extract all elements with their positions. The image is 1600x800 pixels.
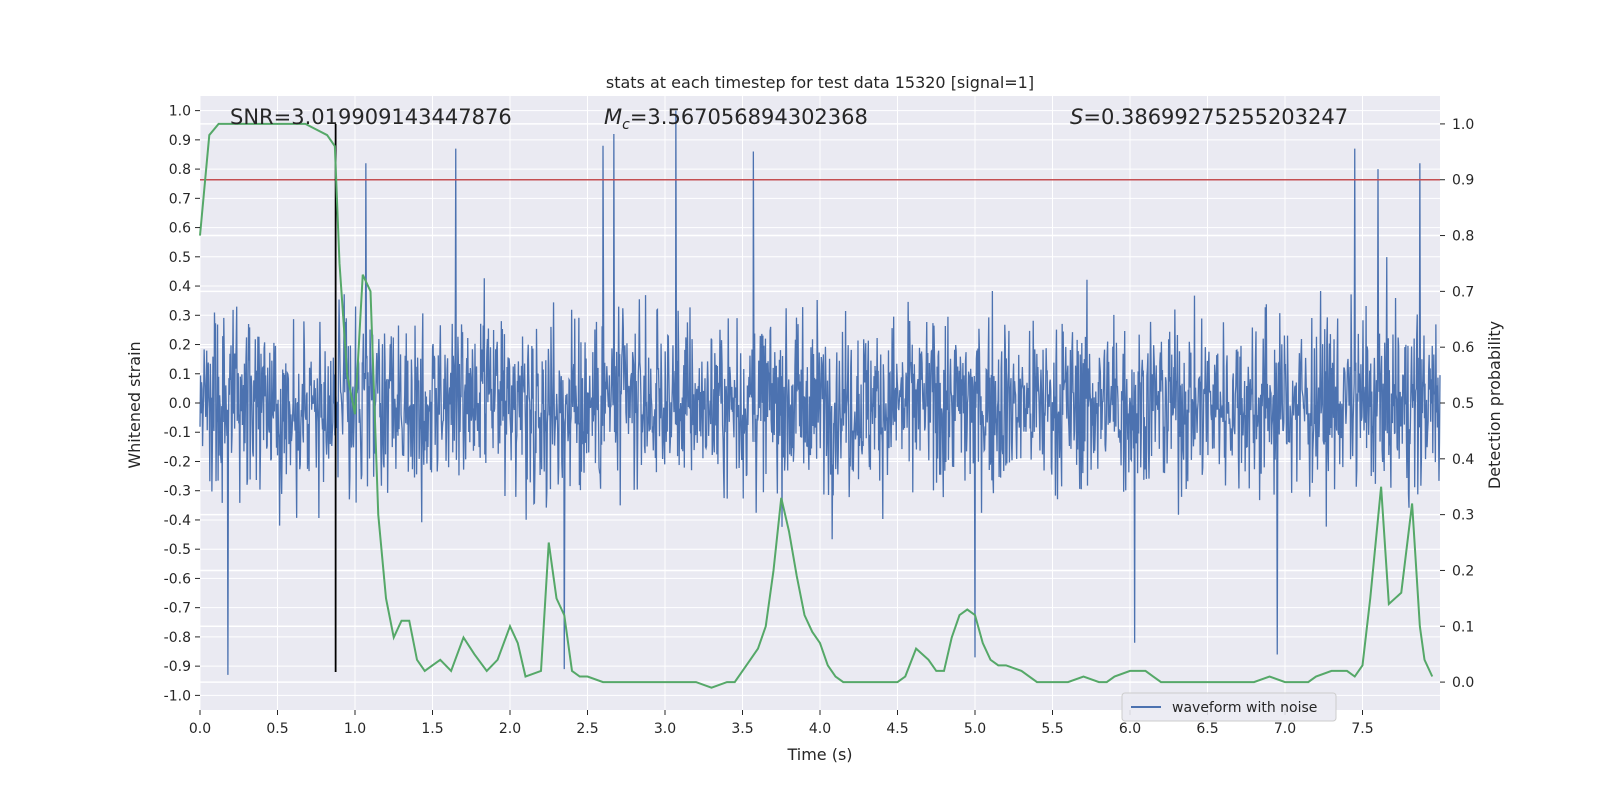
- x-tick-label-4: 2.0: [499, 721, 521, 737]
- s-statistic-annotation: S=0.38699275255203247: [1070, 105, 1348, 129]
- overlay-lines: [199, 122, 1440, 689]
- x-tick-label-0: 0.0: [189, 721, 211, 737]
- y-axis-label-left: Whitened strain: [125, 341, 144, 468]
- left-tick-label-8: 0.2: [169, 338, 191, 354]
- detection-probability-line: [199, 122, 1434, 689]
- left-tick-label-12: -0.2: [164, 454, 191, 470]
- x-tick-label-2: 1.0: [344, 721, 366, 737]
- x-tick-label-12: 6.0: [1119, 721, 1141, 737]
- chirp-mass-subscript: c: [622, 117, 630, 133]
- legend: waveform with noise: [1121, 692, 1337, 722]
- x-tick-label-15: 7.5: [1351, 721, 1373, 737]
- x-tick-label-6: 3.0: [654, 721, 676, 737]
- left-tick-label-17: -0.7: [164, 601, 191, 617]
- left-tick-label-20: -1.0: [164, 688, 191, 704]
- x-tick-label-5: 2.5: [576, 721, 598, 737]
- y-axis-label-right: Detection probability: [1485, 321, 1504, 489]
- x-tick-label-11: 5.5: [1041, 721, 1063, 737]
- legend-box: [1121, 692, 1337, 722]
- s-statistic-symbol: S: [1070, 105, 1083, 129]
- right-tick-label-8: 0.2: [1452, 563, 1474, 579]
- chirp-mass-annotation: Mc=3.567056894302368: [604, 105, 868, 133]
- x-tick-label-13: 6.5: [1196, 721, 1218, 737]
- s-statistic-value: =0.38699275255203247: [1083, 105, 1348, 129]
- chart-title: stats at each timestep for test data 153…: [606, 73, 1034, 92]
- left-tick-label-1: 0.9: [169, 133, 191, 149]
- right-tick-label-2: 0.8: [1452, 229, 1474, 245]
- left-tick-label-10: 0.0: [169, 396, 191, 412]
- right-tick-label-5: 0.5: [1452, 396, 1474, 412]
- right-tick-label-1: 0.9: [1452, 173, 1474, 189]
- x-tick-label-3: 1.5: [421, 721, 443, 737]
- left-tick-label-6: 0.4: [169, 279, 191, 295]
- left-tick-labels: 1.0 0.9 0.8 0.7 0.6 0.5 0.4 0.3 0.2 0.1 0.0 -0.1 -0.…: [164, 104, 200, 704]
- right-tick-labels: 1.0 0.9 0.8 0.7 0.6 0.5 0.4 0.3 0.2 0.1 0.0: [1440, 117, 1474, 691]
- left-tick-label-14: -0.4: [164, 513, 191, 529]
- left-tick-label-7: 0.3: [169, 308, 191, 324]
- left-tick-label-13: -0.3: [164, 484, 191, 500]
- left-tick-label-3: 0.7: [169, 191, 191, 207]
- right-tick-label-9: 0.1: [1452, 619, 1474, 635]
- left-tick-label-4: 0.6: [169, 221, 191, 237]
- right-tick-label-3: 0.7: [1452, 284, 1474, 300]
- right-tick-label-10: 0.0: [1452, 675, 1474, 691]
- right-tick-label-0: 1.0: [1452, 117, 1474, 133]
- left-tick-label-0: 1.0: [169, 104, 191, 120]
- left-tick-label-15: -0.5: [164, 542, 191, 558]
- right-tick-label-6: 0.4: [1452, 452, 1474, 468]
- left-tick-label-11: -0.1: [164, 425, 191, 441]
- x-tick-label-9: 4.5: [886, 721, 908, 737]
- left-tick-label-18: -0.8: [164, 630, 191, 646]
- x-tick-label-8: 4.0: [809, 721, 831, 737]
- x-tick-label-7: 3.5: [731, 721, 753, 737]
- left-tick-label-9: 0.1: [169, 367, 191, 383]
- left-tick-label-5: 0.5: [169, 250, 191, 266]
- chirp-mass-value: =3.567056894302368: [630, 105, 868, 129]
- snr-annotation: SNR=3.019909143447876: [230, 105, 512, 129]
- left-tick-label-16: -0.6: [164, 571, 191, 587]
- x-axis-label: Time (s): [786, 745, 852, 764]
- x-tick-label-14: 7.0: [1274, 721, 1296, 737]
- left-tick-label-19: -0.9: [164, 659, 191, 675]
- right-tick-label-4: 0.6: [1452, 340, 1474, 356]
- left-tick-label-2: 0.8: [169, 162, 191, 178]
- x-tick-label-10: 5.0: [964, 721, 986, 737]
- waveform-series: [199, 110, 1441, 675]
- right-tick-label-7: 0.3: [1452, 508, 1474, 524]
- x-tick-label-1: 0.5: [266, 721, 288, 737]
- chirp-mass-symbol: M: [604, 105, 622, 129]
- waveform-line: [199, 110, 1441, 675]
- grid-lines: [199, 96, 1440, 710]
- legend-entry-waveform: waveform with noise: [1172, 700, 1317, 716]
